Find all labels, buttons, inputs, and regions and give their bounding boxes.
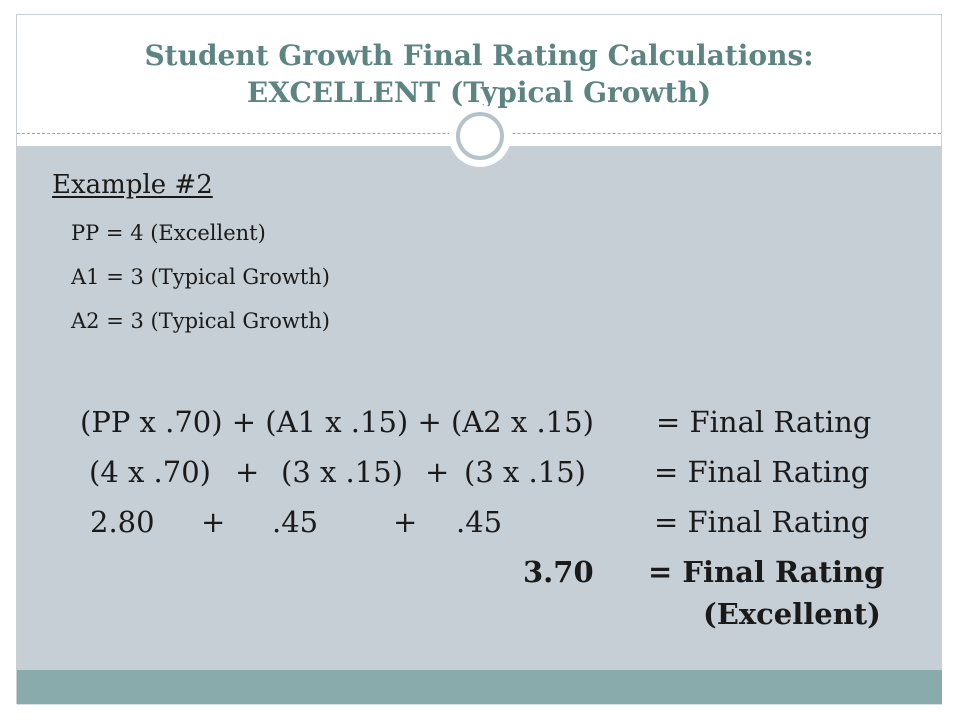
product-a1: .45 bbox=[272, 505, 319, 539]
divider-circle-ring bbox=[456, 112, 504, 160]
final-rating-label: = Final Rating bbox=[648, 555, 885, 589]
final-rating-category: (Excellent) bbox=[703, 597, 881, 631]
content-panel bbox=[17, 146, 942, 670]
product-pp: 2.80 bbox=[90, 505, 155, 539]
substituted-term-a2: (3 x .15) bbox=[464, 455, 586, 489]
product-plus-2: + bbox=[393, 505, 418, 539]
formula-result-label: = Final Rating bbox=[656, 405, 872, 439]
example-heading: Example #2 bbox=[52, 170, 213, 200]
definition-a1: A1 = 3 (Typical Growth) bbox=[71, 265, 330, 289]
definition-a2: A2 = 3 (Typical Growth) bbox=[71, 309, 330, 333]
definition-pp: PP = 4 (Excellent) bbox=[71, 221, 266, 245]
slide-title: Student Growth Final Rating Calculations… bbox=[17, 15, 941, 111]
substituted-term-a1: (3 x .15) bbox=[281, 455, 403, 489]
product-a2: .45 bbox=[456, 505, 503, 539]
bottom-rule bbox=[17, 704, 942, 705]
slide-title-line-2: EXCELLENT (Typical Growth) bbox=[246, 76, 712, 109]
footer-band bbox=[17, 670, 942, 704]
final-rating-value: 3.70 bbox=[523, 555, 594, 589]
product-plus-1: + bbox=[201, 505, 226, 539]
substituted-plus-2: + bbox=[425, 455, 450, 489]
slide-title-line-1: Student Growth Final Rating Calculations… bbox=[144, 39, 814, 72]
substituted-plus-1: + bbox=[235, 455, 260, 489]
formula-expression: (PP x .70) + (A1 x .15) + (A2 x .15) bbox=[80, 405, 594, 439]
substituted-term-pp: (4 x .70) bbox=[89, 455, 211, 489]
products-result-label: = Final Rating bbox=[654, 505, 870, 539]
substituted-result-label: = Final Rating bbox=[654, 455, 870, 489]
